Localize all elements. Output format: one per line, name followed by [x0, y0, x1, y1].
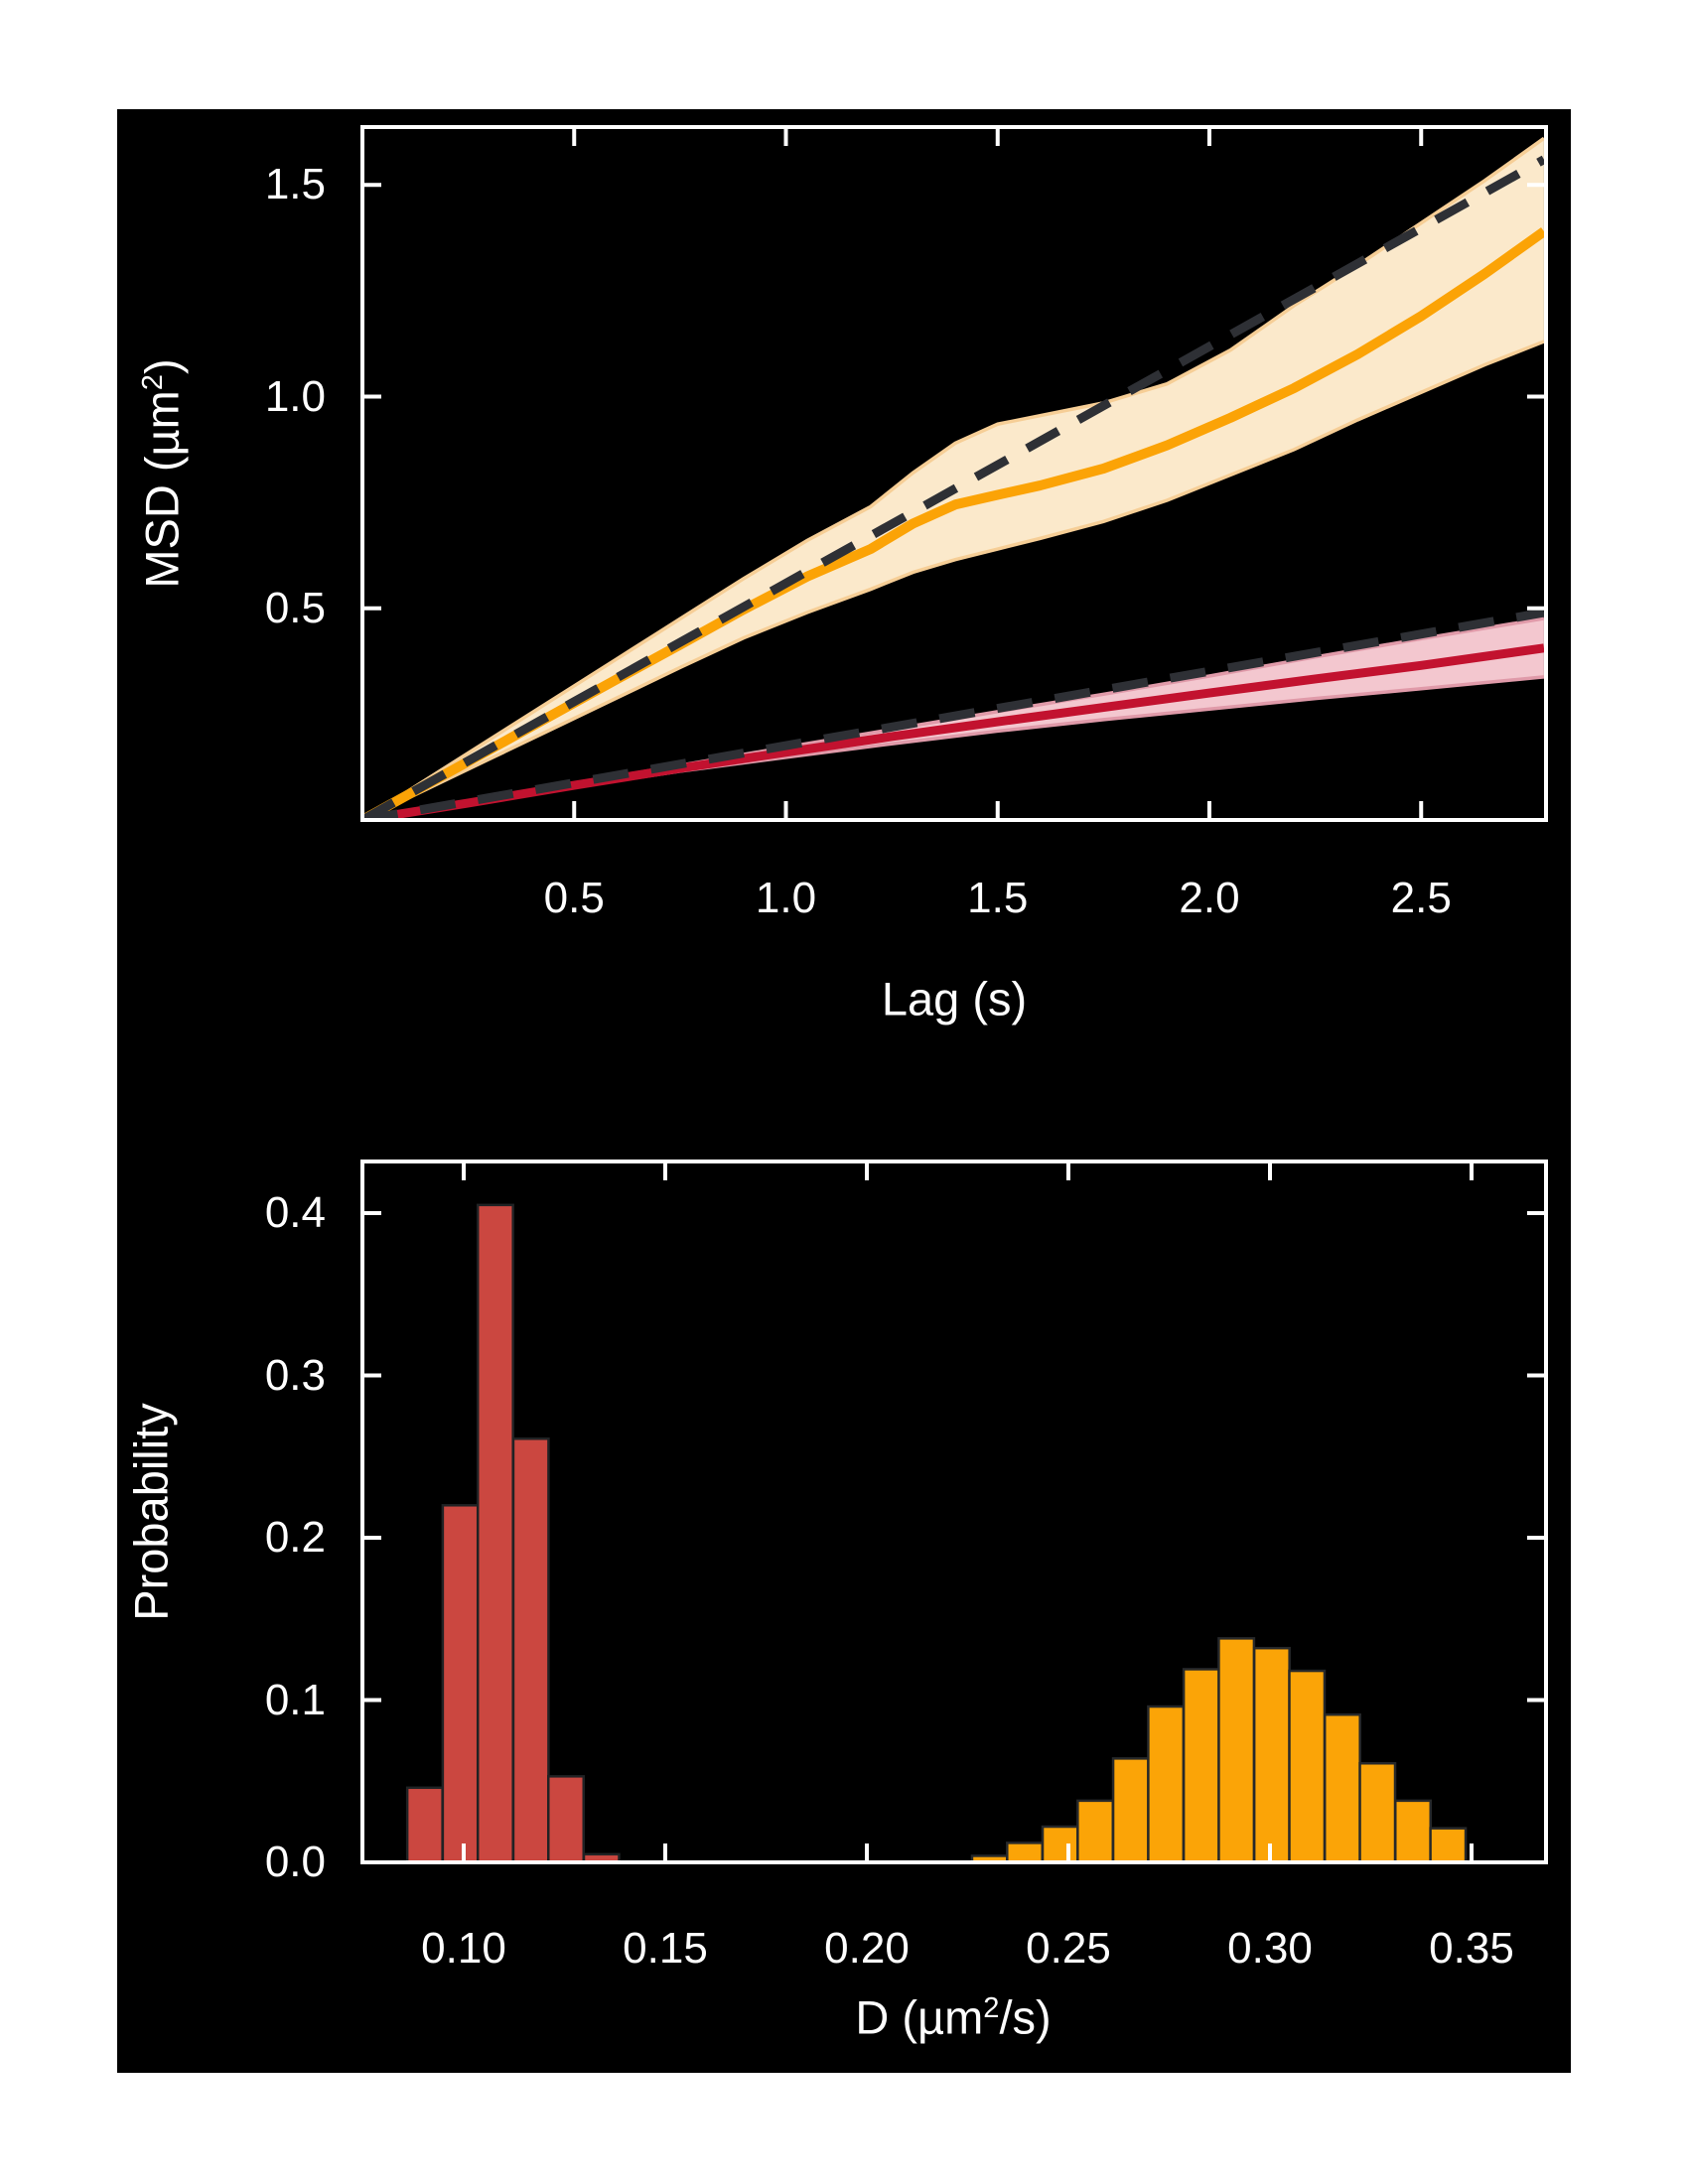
diffusion-histogram-x-tick-label: 0.15	[623, 1924, 708, 1973]
fast-population-D-histogram	[970, 1637, 1468, 1864]
bottom-xaxis-title-text: D (µm	[855, 1990, 984, 2044]
msd-vs-lag-plot-area	[362, 136, 1546, 820]
top-yaxis-title-text: MSD (µm	[135, 390, 189, 589]
bottom-xaxis-title-close: /s)	[999, 1990, 1052, 2044]
fast-population-D-histogram-bar	[1217, 1637, 1256, 1864]
slow-population-D-histogram-bar	[547, 1775, 585, 1864]
slow-population-D-histogram-bar	[476, 1203, 514, 1864]
fast-population-D-histogram-bar	[1041, 1825, 1079, 1864]
fast-population-D-histogram-bar	[1111, 1757, 1150, 1864]
fast-population-msd-band-lower-edge	[362, 340, 1545, 820]
msd-vs-lag-x-tick-label: 2.5	[1390, 874, 1452, 922]
msd-vs-lag-x-tick-label: 0.5	[543, 874, 605, 922]
diffusion-histogram-y-tick-label: 0.4	[264, 1188, 326, 1237]
fast-population-D-histogram-bar	[1394, 1799, 1433, 1864]
top-chart-yaxis-title: MSD (µm2)	[135, 358, 190, 588]
slow-population-D-histogram	[405, 1203, 621, 1864]
diffusion-histogram-x-tick-label: 0.35	[1429, 1924, 1514, 1973]
slow-population-D-histogram-bar	[405, 1786, 444, 1864]
slow-population-msd-band-lower-edge	[362, 675, 1545, 820]
fast-population-D-histogram-bar	[1252, 1646, 1291, 1864]
fast-population-D-histogram-bar	[1076, 1799, 1115, 1864]
bottom-xaxis-title-sup: 2	[983, 1991, 1000, 2024]
fast-population-linear-fit	[362, 155, 1546, 820]
fast-population-D-histogram-bar	[1358, 1762, 1397, 1864]
diffusion-histogram-x-tick-label: 0.10	[421, 1924, 506, 1973]
msd-vs-lag-x-tick-label: 1.0	[755, 874, 817, 922]
diffusion-histogram-x-tick-label: 0.30	[1227, 1924, 1313, 1973]
msd-vs-lag-y-tick-label: 1.0	[264, 371, 326, 421]
bottom-chart-yaxis-title: Probability	[124, 1403, 178, 1621]
diffusion-histogram-y-tick-label: 0.2	[264, 1513, 326, 1562]
diffusion-histogram-plot-area	[405, 1203, 1468, 1864]
msd-vs-lag-frame	[360, 125, 1548, 822]
msd-vs-lag-x-tick-label: 2.0	[1179, 874, 1240, 922]
diffusion-histogram-y-tick-label: 0.3	[264, 1350, 326, 1400]
top-yaxis-title-sup: 2	[136, 374, 169, 391]
fast-population-msd-band	[362, 138, 1544, 820]
slow-population-D-histogram-bar	[511, 1437, 550, 1864]
slow-population-D-histogram-bar	[441, 1504, 480, 1864]
msd-vs-lag-x-tick-label: 1.5	[967, 874, 1029, 922]
msd-vs-lag-y-tick-label: 0.5	[264, 583, 326, 632]
slow-population-linear-fit	[362, 608, 1545, 820]
msd-vs-lag-y-tick-label: 1.5	[264, 160, 326, 209]
fast-population-D-histogram-bar	[1182, 1668, 1220, 1864]
diffusion-histogram-y-tick-label: 0.1	[264, 1675, 326, 1724]
fast-population-D-histogram-bar	[1323, 1712, 1361, 1864]
fast-population-D-histogram-bar	[1006, 1842, 1045, 1864]
fast-population-D-histogram-bar	[1429, 1827, 1468, 1864]
diffusion-histogram-y-tick-label: 0.0	[264, 1838, 326, 1886]
fast-population-D-histogram-bar	[1147, 1705, 1186, 1864]
diffusion-histogram-x-tick-label: 0.25	[1026, 1924, 1111, 1973]
top-chart-xaxis-title: Lag (s)	[881, 972, 1028, 1025]
fast-population-D-histogram-bar	[1288, 1669, 1327, 1864]
diffusion-histogram-x-tick-label: 0.20	[824, 1924, 910, 1973]
diffusion-histogram-axes	[360, 1160, 1548, 1864]
top-yaxis-title-close: )	[135, 358, 189, 375]
diffusion-histogram-frame	[360, 1160, 1548, 1864]
bottom-chart-xaxis-title: D (µm2/s)	[855, 1990, 1051, 2045]
msd-vs-lag-axes	[360, 125, 1548, 822]
